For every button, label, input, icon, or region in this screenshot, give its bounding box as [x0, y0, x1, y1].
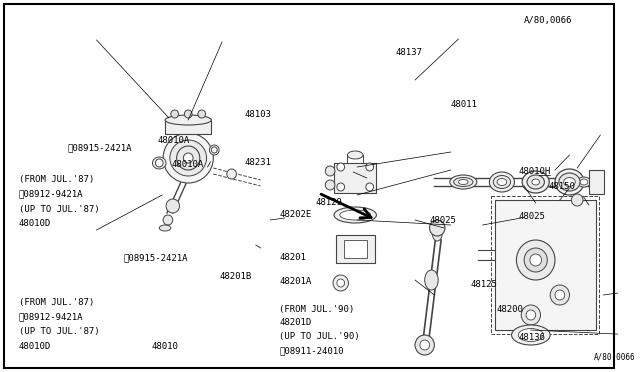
- Circle shape: [325, 180, 335, 190]
- Text: A/80,0066: A/80,0066: [524, 16, 572, 25]
- Text: 48010H: 48010H: [519, 167, 551, 176]
- Circle shape: [524, 248, 547, 272]
- Text: 48201: 48201: [279, 253, 306, 262]
- Text: 48129: 48129: [315, 198, 342, 207]
- Ellipse shape: [580, 179, 588, 185]
- Ellipse shape: [450, 175, 477, 189]
- Circle shape: [333, 275, 348, 291]
- Text: 48103: 48103: [244, 110, 271, 119]
- Ellipse shape: [527, 175, 545, 189]
- Circle shape: [171, 110, 179, 118]
- Circle shape: [526, 310, 536, 320]
- Text: 48125: 48125: [471, 280, 498, 289]
- Bar: [165, 120, 211, 134]
- Text: 48010A: 48010A: [172, 160, 204, 169]
- Text: Ⓦ08915-2421A: Ⓦ08915-2421A: [124, 253, 188, 262]
- Circle shape: [184, 153, 193, 163]
- Ellipse shape: [564, 177, 575, 186]
- Circle shape: [325, 166, 335, 176]
- Circle shape: [429, 220, 445, 236]
- Circle shape: [555, 290, 564, 300]
- Text: 48011: 48011: [451, 100, 478, 109]
- Text: Ⓝ08911-24010: Ⓝ08911-24010: [279, 346, 344, 355]
- Bar: [589, 170, 604, 194]
- Text: 48201B: 48201B: [220, 272, 252, 280]
- Bar: [492, 196, 600, 334]
- Ellipse shape: [433, 227, 442, 241]
- Text: 48025: 48025: [519, 212, 546, 221]
- Ellipse shape: [165, 115, 211, 125]
- Circle shape: [211, 147, 217, 153]
- Text: (FROM JUL.'87): (FROM JUL.'87): [19, 175, 94, 184]
- Ellipse shape: [334, 207, 376, 223]
- Text: A/80,0066: A/80,0066: [594, 353, 636, 362]
- Text: Ⓝ08912-9421A: Ⓝ08912-9421A: [19, 312, 83, 321]
- Text: 48010D: 48010D: [19, 342, 51, 351]
- Ellipse shape: [518, 328, 543, 341]
- Text: 48202E: 48202E: [279, 210, 312, 219]
- Circle shape: [420, 340, 429, 350]
- Ellipse shape: [159, 225, 171, 231]
- Circle shape: [572, 194, 583, 206]
- Ellipse shape: [454, 177, 473, 186]
- Text: 48010A: 48010A: [157, 136, 190, 145]
- Circle shape: [516, 240, 555, 280]
- Ellipse shape: [152, 157, 166, 169]
- Bar: [344, 240, 367, 258]
- Circle shape: [156, 159, 163, 167]
- Circle shape: [337, 183, 344, 191]
- Text: 48201D: 48201D: [279, 318, 312, 327]
- Ellipse shape: [522, 171, 549, 193]
- Circle shape: [366, 163, 374, 171]
- Ellipse shape: [497, 179, 507, 186]
- Text: (UP TO JUL.'87): (UP TO JUL.'87): [19, 205, 99, 214]
- Circle shape: [198, 110, 205, 118]
- Text: (FROM JUL.'90): (FROM JUL.'90): [279, 305, 355, 314]
- Text: 48231: 48231: [244, 158, 271, 167]
- Text: 48010: 48010: [151, 342, 178, 351]
- Circle shape: [530, 254, 541, 266]
- Text: Ⓦ08915-2421A: Ⓦ08915-2421A: [68, 143, 132, 152]
- Ellipse shape: [493, 176, 511, 189]
- Ellipse shape: [532, 179, 540, 185]
- Ellipse shape: [458, 180, 468, 185]
- Bar: [334, 163, 376, 193]
- Bar: [336, 235, 374, 263]
- Ellipse shape: [555, 169, 584, 195]
- Text: 48201A: 48201A: [279, 277, 312, 286]
- Text: 48136: 48136: [519, 333, 546, 342]
- Ellipse shape: [490, 172, 515, 192]
- Text: (UP TO JUL.'90): (UP TO JUL.'90): [279, 332, 360, 341]
- Circle shape: [177, 146, 200, 170]
- Ellipse shape: [577, 177, 591, 187]
- Text: 48137: 48137: [396, 48, 422, 57]
- Circle shape: [337, 163, 344, 171]
- Text: 48200: 48200: [496, 305, 523, 314]
- Text: Ⓝ08912-9421A: Ⓝ08912-9421A: [19, 190, 83, 199]
- Ellipse shape: [511, 325, 550, 345]
- Text: (FROM JUL.'87): (FROM JUL.'87): [19, 298, 94, 307]
- Circle shape: [163, 215, 173, 225]
- Bar: [495, 200, 596, 330]
- Text: 48025: 48025: [429, 216, 456, 225]
- Ellipse shape: [348, 151, 363, 159]
- Ellipse shape: [559, 173, 580, 191]
- Ellipse shape: [163, 133, 213, 183]
- Ellipse shape: [425, 270, 438, 290]
- Circle shape: [521, 305, 541, 325]
- Text: 48150: 48150: [548, 182, 575, 191]
- Circle shape: [227, 169, 237, 179]
- Circle shape: [337, 279, 344, 287]
- Ellipse shape: [209, 145, 219, 155]
- Circle shape: [366, 183, 374, 191]
- Text: 48010D: 48010D: [19, 219, 51, 228]
- Ellipse shape: [170, 140, 207, 176]
- Circle shape: [550, 285, 570, 305]
- Ellipse shape: [340, 210, 371, 220]
- Circle shape: [184, 110, 192, 118]
- Circle shape: [415, 335, 435, 355]
- Text: (UP TO JUL.'87): (UP TO JUL.'87): [19, 327, 99, 336]
- Circle shape: [166, 199, 180, 213]
